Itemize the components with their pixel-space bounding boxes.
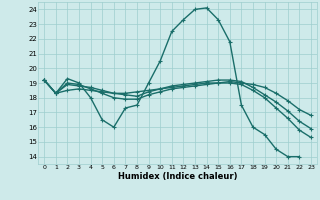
- X-axis label: Humidex (Indice chaleur): Humidex (Indice chaleur): [118, 172, 237, 181]
